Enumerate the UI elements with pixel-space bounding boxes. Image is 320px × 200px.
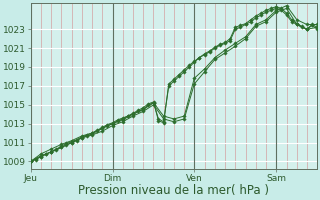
X-axis label: Pression niveau de la mer( hPa ): Pression niveau de la mer( hPa ) xyxy=(78,184,269,197)
